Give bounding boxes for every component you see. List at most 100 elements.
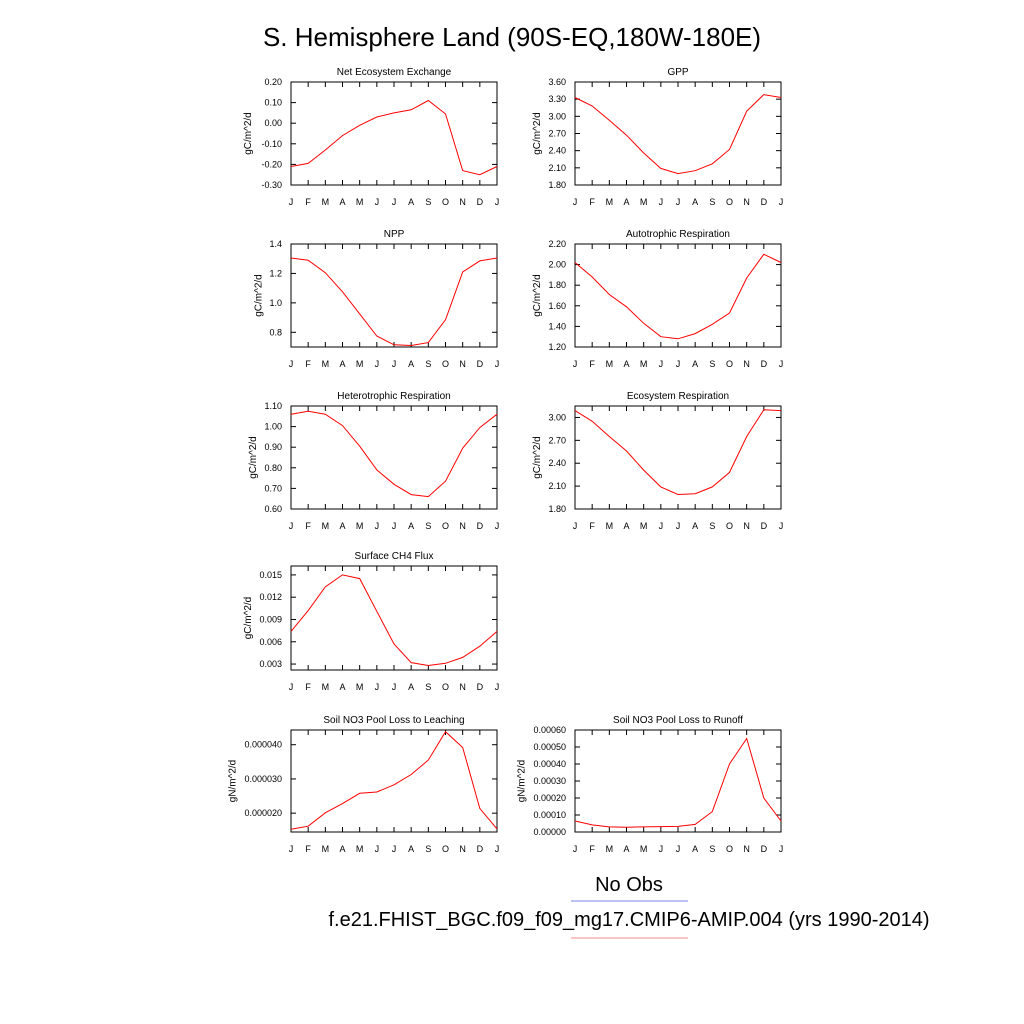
x-tick-label: J <box>392 359 397 369</box>
y-tick-label: 0.8 <box>269 327 282 337</box>
x-tick-label: M <box>356 521 364 531</box>
x-tick-label: A <box>408 682 414 692</box>
series-line <box>574 253 782 340</box>
x-tick-label: M <box>322 197 330 207</box>
series-line <box>290 574 498 667</box>
x-tick-label: D <box>477 844 484 854</box>
x-tick-label: J <box>289 682 294 692</box>
x-tick-label: M <box>356 844 364 854</box>
x-tick-label: M <box>322 682 330 692</box>
x-tick-label: O <box>726 521 733 531</box>
x-tick-label: O <box>442 521 449 531</box>
y-axis-label: gN/m^2/d <box>227 760 238 803</box>
plot-frame <box>290 729 498 833</box>
y-tick-label: 0.80 <box>264 463 282 473</box>
x-tick-label: M <box>606 197 614 207</box>
x-tick-label: J <box>289 359 294 369</box>
x-tick-label: J <box>375 359 380 369</box>
x-tick-label: S <box>709 844 715 854</box>
x-tick-label: D <box>477 359 484 369</box>
x-tick-label: J <box>495 521 500 531</box>
y-tick-label: 0.00 <box>264 118 282 128</box>
x-tick-label: N <box>459 682 466 692</box>
x-tick-label: M <box>640 197 648 207</box>
x-tick-label: O <box>726 197 733 207</box>
x-tick-label: O <box>442 359 449 369</box>
x-tick-label: F <box>305 844 311 854</box>
y-tick-label: 2.40 <box>548 458 566 468</box>
x-tick-label: J <box>573 521 578 531</box>
y-tick-label: 2.10 <box>548 481 566 491</box>
x-tick-label: N <box>743 844 750 854</box>
x-tick-label: A <box>692 359 698 369</box>
x-tick-label: S <box>709 521 715 531</box>
x-tick-label: M <box>606 521 614 531</box>
series-line <box>574 94 782 175</box>
x-tick-label: J <box>375 682 380 692</box>
x-tick-label: D <box>477 682 484 692</box>
x-tick-label: M <box>356 359 364 369</box>
x-tick-label: A <box>408 521 414 531</box>
x-tick-label: M <box>640 521 648 531</box>
y-tick-label: 0.20 <box>264 77 282 87</box>
y-tick-label: 0.90 <box>264 442 282 452</box>
x-tick-label: A <box>692 197 698 207</box>
x-tick-label: F <box>305 682 311 692</box>
x-tick-label: F <box>305 359 311 369</box>
x-tick-label: J <box>779 197 784 207</box>
y-axis-label: gC/m^2/d <box>243 112 254 155</box>
plot-frame <box>574 81 782 186</box>
y-tick-label: -0.20 <box>261 159 282 169</box>
x-tick-label: J <box>779 359 784 369</box>
y-tick-label: 0.00010 <box>533 810 566 820</box>
y-axis-label: gC/m^2/d <box>253 274 264 317</box>
x-tick-label: J <box>289 197 294 207</box>
y-tick-label: 0.00030 <box>533 776 566 786</box>
x-tick-label: A <box>408 197 414 207</box>
plot-frame <box>574 405 782 510</box>
plot-frame <box>290 565 498 671</box>
x-tick-label: A <box>408 359 414 369</box>
x-tick-label: N <box>743 521 750 531</box>
x-tick-label: M <box>322 521 330 531</box>
y-tick-label: 0.000030 <box>244 774 282 784</box>
x-tick-label: F <box>589 521 595 531</box>
y-tick-label: 0.000040 <box>244 740 282 750</box>
x-tick-label: O <box>442 197 449 207</box>
y-tick-label: -0.30 <box>261 180 282 190</box>
x-tick-label: A <box>339 359 345 369</box>
y-tick-label: 1.2 <box>269 268 282 278</box>
x-tick-label: J <box>676 844 681 854</box>
y-tick-label: 0.00060 <box>533 725 566 735</box>
x-tick-label: F <box>305 197 311 207</box>
y-tick-label: 0.012 <box>259 592 282 602</box>
x-tick-label: N <box>459 359 466 369</box>
x-tick-label: N <box>459 197 466 207</box>
x-tick-label: A <box>692 844 698 854</box>
y-tick-label: 2.00 <box>548 260 566 270</box>
x-tick-label: J <box>676 197 681 207</box>
y-tick-label: 0.00040 <box>533 759 566 769</box>
y-tick-label: 1.80 <box>548 280 566 290</box>
x-tick-label: A <box>339 682 345 692</box>
x-tick-label: J <box>659 521 664 531</box>
plot-frame <box>574 243 782 348</box>
x-tick-label: J <box>392 682 397 692</box>
y-tick-label: 0.00050 <box>533 742 566 752</box>
x-tick-label: S <box>425 682 431 692</box>
x-tick-label: J <box>573 359 578 369</box>
obs-legend-label: No Obs <box>595 874 663 896</box>
y-axis-label: gN/m^2/d <box>517 760 528 803</box>
y-axis-label: gC/m^2/d <box>532 112 543 155</box>
y-tick-label: 0.00020 <box>533 793 566 803</box>
x-tick-label: J <box>375 844 380 854</box>
y-tick-label: 3.00 <box>548 111 566 121</box>
x-tick-label: F <box>589 197 595 207</box>
y-tick-label: 0.00000 <box>533 827 566 837</box>
x-tick-label: J <box>495 682 500 692</box>
x-tick-label: A <box>339 197 345 207</box>
